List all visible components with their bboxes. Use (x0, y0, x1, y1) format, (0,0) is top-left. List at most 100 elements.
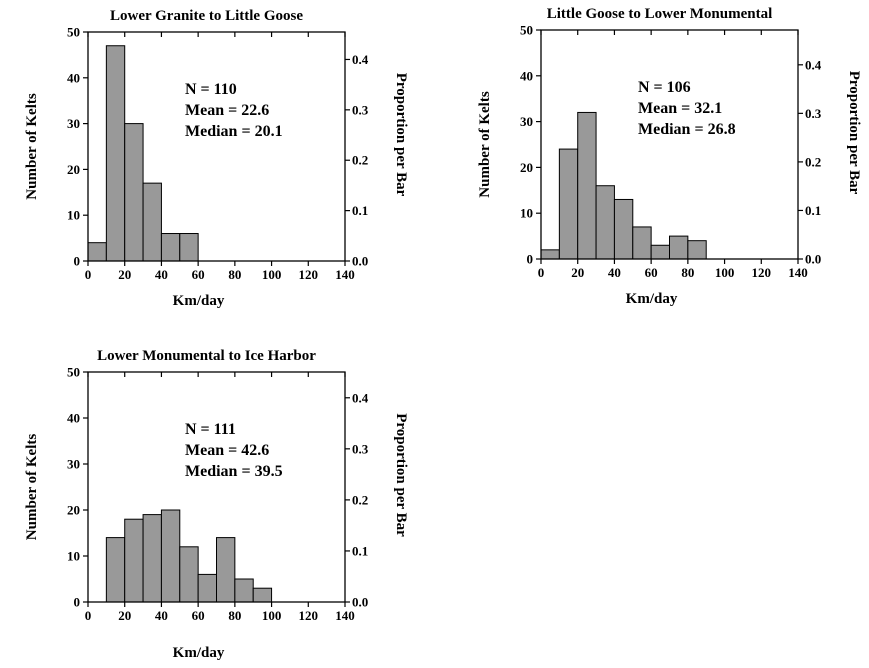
stats-annotation: Mean = 22.6 (185, 102, 269, 119)
x-tick-label: 100 (262, 608, 282, 623)
histogram-panel: 0 10 20 30 40 50 0.0 0.1 0.2 0.3 0.4 0 20 40 60 80 100 12… (24, 8, 409, 309)
histogram-bar (160, 509, 181, 603)
histogram-bar (105, 45, 126, 262)
plot-frame (87, 371, 346, 603)
x-axis-label: Km/day (173, 293, 225, 309)
histogram-bar (124, 123, 144, 262)
right-y-tick-label: 0.2 (352, 492, 368, 507)
x-tick-label: 140 (788, 265, 808, 280)
x-tick-label: 40 (155, 267, 168, 282)
x-tick-label: 0 (538, 265, 545, 280)
histogram-bar (105, 537, 126, 603)
stats-annotation: Median = 20.1 (185, 123, 283, 140)
y-tick-label: 10 (520, 206, 533, 221)
histogram-bar (650, 244, 671, 260)
x-tick-label: 80 (228, 267, 241, 282)
histogram-bar (558, 148, 579, 260)
stats-annotation: Mean = 42.6 (185, 442, 269, 459)
right-y-axis-label: Proportion per Bar (393, 413, 409, 537)
histogram-bar (595, 185, 615, 260)
chart-title: Lower Granite to Little Goose (110, 8, 303, 24)
x-tick-label: 60 (192, 267, 205, 282)
chart-title: Lower Monumental to Ice Harbor (97, 348, 316, 364)
right-y-tick-label: 0.1 (805, 203, 821, 218)
histogram-bar (160, 233, 181, 262)
right-y-tick-label: 0.4 (805, 57, 822, 72)
y-tick-label: 20 (67, 162, 80, 177)
x-tick-label: 60 (645, 265, 658, 280)
x-tick-label: 120 (299, 267, 319, 282)
y-tick-label: 20 (67, 503, 80, 518)
histogram-bar (197, 573, 217, 603)
right-y-axis-label: Proportion per Bar (393, 73, 409, 197)
histogram-bar (252, 587, 273, 603)
histogram-bar (216, 537, 236, 603)
plot-frame (540, 29, 799, 260)
right-y-tick-label: 0.0 (352, 595, 368, 610)
y-tick-label: 40 (67, 411, 80, 426)
y-tick-label: 30 (67, 116, 80, 131)
right-y-tick-label: 0.2 (805, 154, 821, 169)
x-tick-label: 60 (192, 608, 205, 623)
stats-annotation: Median = 26.8 (638, 121, 736, 138)
histogram-panel: 0 10 20 30 40 50 0.0 0.1 0.2 0.3 0.4 0 20 40 60 80 100 12… (24, 348, 409, 661)
histogram-bar (87, 242, 107, 262)
right-y-tick-label: 0.3 (352, 441, 369, 456)
stats-annotation: N = 106 (638, 79, 691, 96)
stats-annotation: N = 111 (185, 421, 236, 438)
y-tick-label: 30 (520, 114, 533, 129)
x-tick-label: 40 (155, 608, 168, 623)
y-tick-label: 30 (67, 457, 80, 472)
right-y-tick-label: 0.3 (805, 106, 822, 121)
histogram-bar (540, 249, 560, 260)
y-tick-label: 50 (67, 365, 80, 380)
histogram-bar (234, 578, 254, 603)
right-y-axis-label: Proportion per Bar (846, 71, 862, 195)
right-y-tick-label: 0.4 (352, 52, 369, 67)
y-axis-label: Number of Kelts (477, 91, 493, 198)
stats-annotation: Median = 39.5 (185, 463, 283, 480)
x-tick-label: 100 (715, 265, 735, 280)
x-tick-label: 20 (118, 267, 131, 282)
x-tick-label: 120 (299, 608, 319, 623)
y-tick-label: 50 (67, 25, 80, 40)
right-y-tick-label: 0.0 (352, 254, 368, 269)
y-tick-label: 0 (74, 595, 81, 610)
histogram-bar (142, 182, 162, 262)
x-tick-label: 20 (118, 608, 131, 623)
right-y-tick-label: 0.1 (352, 543, 368, 558)
x-tick-label: 80 (681, 265, 694, 280)
histogram-panel: 0 10 20 30 40 50 0.0 0.1 0.2 0.3 0.4 0 20 40 60 80 100 12… (477, 6, 862, 307)
y-tick-label: 40 (67, 70, 80, 85)
y-tick-label: 10 (67, 549, 80, 564)
chart-title: Little Goose to Lower Monumental (547, 6, 773, 22)
histogram-bar (577, 111, 597, 260)
x-tick-label: 100 (262, 267, 282, 282)
x-tick-label: 0 (85, 267, 92, 282)
right-y-tick-label: 0.4 (352, 390, 369, 405)
y-tick-label: 50 (520, 23, 533, 38)
y-tick-label: 0 (527, 252, 534, 267)
x-axis-label: Km/day (626, 291, 678, 307)
x-axis-label: Km/day (173, 645, 225, 661)
histogram-bar (179, 546, 199, 603)
right-y-tick-label: 0.3 (352, 102, 369, 117)
histogram-bar (124, 518, 144, 603)
right-y-tick-label: 0.2 (352, 153, 368, 168)
y-tick-label: 40 (520, 68, 533, 83)
stats-annotation: Mean = 32.1 (638, 100, 722, 117)
x-tick-label: 40 (608, 265, 621, 280)
y-axis-label: Number of Kelts (24, 434, 40, 541)
histogram-bar (632, 226, 652, 260)
histogram-bar (669, 235, 689, 260)
y-tick-label: 20 (520, 160, 533, 175)
y-tick-label: 0 (74, 254, 81, 269)
x-tick-label: 0 (85, 608, 92, 623)
right-y-tick-label: 0.1 (352, 203, 368, 218)
histogram-bar (687, 240, 707, 260)
right-y-tick-label: 0.0 (805, 252, 821, 267)
x-tick-label: 120 (752, 265, 772, 280)
x-tick-label: 20 (571, 265, 584, 280)
y-axis-label: Number of Kelts (24, 93, 40, 200)
